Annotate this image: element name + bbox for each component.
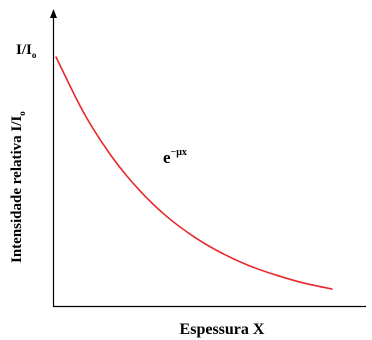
y-tick-label-subscript: o [32,50,37,60]
y-axis-arrow [50,9,57,18]
data-point-9 [303,282,306,284]
data-point-5 [193,235,195,238]
data-point-1 [82,111,85,114]
data-point-2 [110,155,112,157]
y-axis-label-main: Intensidade relativa I/I [9,116,25,263]
series-curve [55,56,333,290]
y-axis-label: Intensidade relativa I/Io [9,111,27,263]
data-point-10 [331,288,333,290]
data-point-6 [220,252,223,254]
data-point-4 [165,215,168,218]
equation-exponent: −μx [171,147,187,158]
x-axis-label: Espessura X [180,321,265,338]
data-point-3 [138,188,140,191]
y-tick-label: I/Io [16,42,37,60]
equation-base: e [163,148,171,167]
data-point-7 [248,264,250,267]
y-axis-label-subscript: o [17,111,27,116]
data-point-0 [55,56,57,58]
data-point-8 [276,274,278,277]
y-tick-label-main: I/I [16,42,32,58]
equation-annotation: e−μx [163,147,187,167]
series-layer [55,56,333,290]
